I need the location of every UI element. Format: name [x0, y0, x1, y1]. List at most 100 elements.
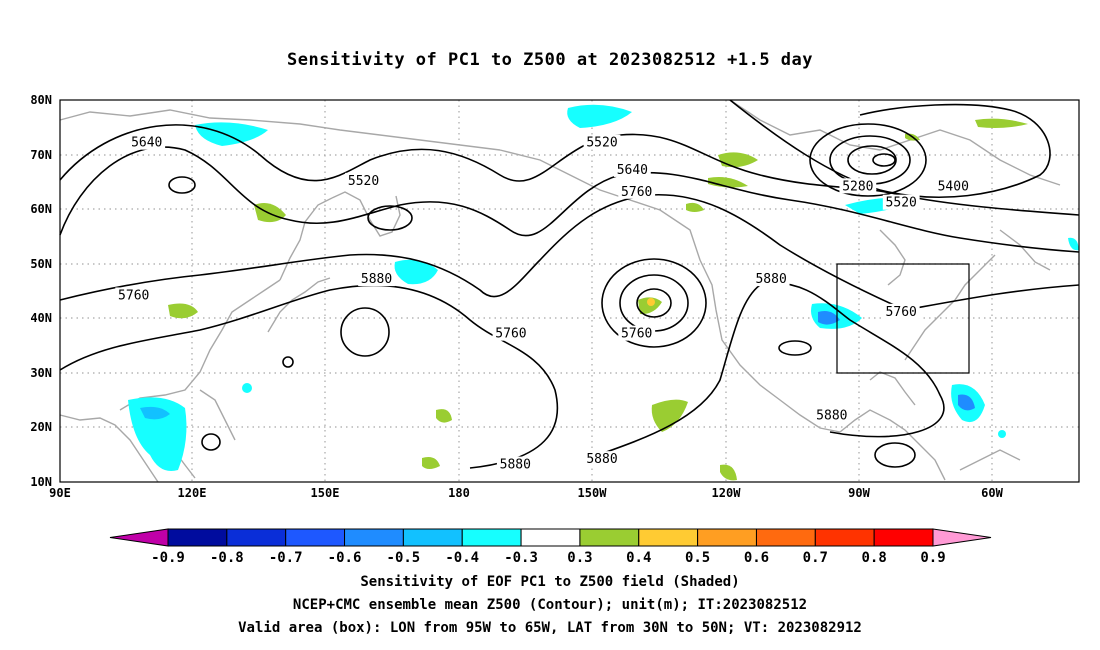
- coast-caribbean: [959, 449, 1021, 471]
- colorbar-segment: [755, 528, 816, 547]
- coast-kamchatka: [331, 191, 401, 237]
- lon-tick: 90E: [49, 486, 71, 500]
- caption-valid-area: Valid area (box): LON from 95W to 65W, L…: [238, 620, 862, 636]
- colorbar-segment: [402, 528, 463, 547]
- colorbar-label: -0.8: [210, 550, 244, 566]
- contour-label-bg: [882, 303, 920, 319]
- contour-label: 5760: [621, 327, 652, 342]
- contour-label: 5880: [755, 272, 786, 287]
- contour-label-bg: [358, 271, 395, 287]
- colorbar-segment: [285, 528, 346, 547]
- colorbar-label: 0.4: [626, 550, 651, 566]
- coastlines: [59, 99, 1061, 483]
- colorbar-segment: [167, 528, 228, 547]
- lon-tick: 120E: [178, 486, 207, 500]
- contour-line: [367, 205, 413, 231]
- contour-label: 5760: [118, 288, 149, 303]
- coast-china: [119, 279, 281, 411]
- coast-korea-russia: [279, 197, 333, 281]
- shade-patch: [422, 457, 440, 469]
- coast-canada-arctic: [729, 99, 1061, 186]
- contour-line: [729, 99, 1051, 198]
- contour-label-bg: [583, 134, 621, 150]
- shade-patch: [195, 122, 268, 146]
- colorbar-label: -0.9: [151, 550, 185, 566]
- contour-line: [636, 288, 672, 318]
- colorbar-high-extension: [932, 528, 992, 547]
- shade-patch: [1068, 237, 1079, 251]
- lon-tick: 120W: [712, 486, 742, 500]
- contour-label: 5880: [816, 409, 847, 424]
- colorbar-label: -0.6: [328, 550, 362, 566]
- contour-label-bg: [583, 451, 621, 467]
- colorbar-low-extension: [109, 528, 169, 547]
- shade-patch: [168, 303, 198, 319]
- colorbar-segment: [226, 528, 287, 547]
- lat-tick: 10N: [30, 475, 52, 489]
- contour-label-bg: [613, 161, 651, 177]
- colorbar-segment: [579, 528, 640, 547]
- caption-shading: Sensitivity of EOF PC1 to Z500 field (Sh…: [360, 574, 740, 590]
- map-frame: [59, 99, 1080, 483]
- contour-label-bg: [492, 325, 530, 341]
- lon-tick: 150W: [578, 486, 608, 500]
- lon-tick: 150E: [311, 486, 340, 500]
- contour-line: [59, 284, 559, 469]
- shade-patch: [128, 397, 187, 471]
- contour-label: 5760: [886, 305, 917, 320]
- contour-line: [59, 193, 1080, 311]
- contour-line: [778, 340, 812, 356]
- contour-label-bg: [128, 134, 166, 150]
- coast-arctic-siberia: [59, 109, 501, 151]
- contour-line: [340, 307, 390, 357]
- contour-label: 5760: [621, 185, 652, 200]
- shade-patch: [818, 311, 840, 325]
- lat-tick: 40N: [30, 311, 52, 325]
- lon-tick: 180: [448, 486, 470, 500]
- coast-labrador: [999, 229, 1051, 271]
- shade-patch: [686, 202, 704, 212]
- colorbar-label: 0.3: [567, 550, 592, 566]
- contour-label: 5520: [348, 174, 379, 189]
- contour-label: 5520: [586, 136, 617, 151]
- shade-patch: [242, 383, 252, 393]
- colorbar-segment: [814, 528, 875, 547]
- contour-label-bg: [115, 287, 153, 303]
- shade-patch: [651, 399, 688, 432]
- coast-japan: [267, 277, 331, 333]
- colorbar-label: 0.5: [685, 550, 710, 566]
- contour-label: 5280: [842, 179, 873, 194]
- lon-tick: 90W: [848, 486, 870, 500]
- contour-label-bg: [345, 172, 382, 188]
- shade-patch: [958, 394, 975, 411]
- coast-indochina: [59, 414, 159, 483]
- contour-line: [601, 258, 707, 348]
- contour-label-bg: [813, 407, 851, 423]
- contour-label-bg: [882, 194, 920, 210]
- shade-patch: [394, 259, 438, 285]
- contour-line: [874, 442, 916, 468]
- coast-gulf: [869, 371, 916, 406]
- contour-label-bg: [496, 456, 534, 472]
- contour-label-bg: [752, 271, 790, 287]
- contour-label: 5880: [500, 458, 531, 473]
- sensitivity-shading: [128, 104, 1079, 481]
- shade-patch: [998, 430, 1006, 438]
- lat-tick: 70N: [30, 148, 52, 162]
- lat-tick: 50N: [30, 257, 52, 271]
- colorbar-segment: [520, 528, 581, 547]
- contour-line: [282, 356, 294, 368]
- contour-line: [809, 123, 927, 197]
- colorbar: -0.9 -0.8 -0.7 -0.6 -0.5 -0.4 -0.3 0.3 0.4 0.5 0.6…: [109, 528, 992, 566]
- lon-axis: 90E 120E 150E 180 150W 120W 90W 60W: [49, 486, 1003, 500]
- colorbar-label: -0.5: [387, 550, 421, 566]
- contour-line: [168, 176, 196, 194]
- valid-area-box: [836, 263, 970, 374]
- map-title: Sensitivity of PC1 to Z500 at 2023082512…: [286, 50, 813, 70]
- shade-patch: [436, 409, 452, 423]
- lat-axis: 80N 70N 60N 50N 40N 30N 20N 10N: [30, 93, 52, 489]
- contour-label: 5400: [938, 179, 969, 194]
- shade-patch: [647, 298, 655, 306]
